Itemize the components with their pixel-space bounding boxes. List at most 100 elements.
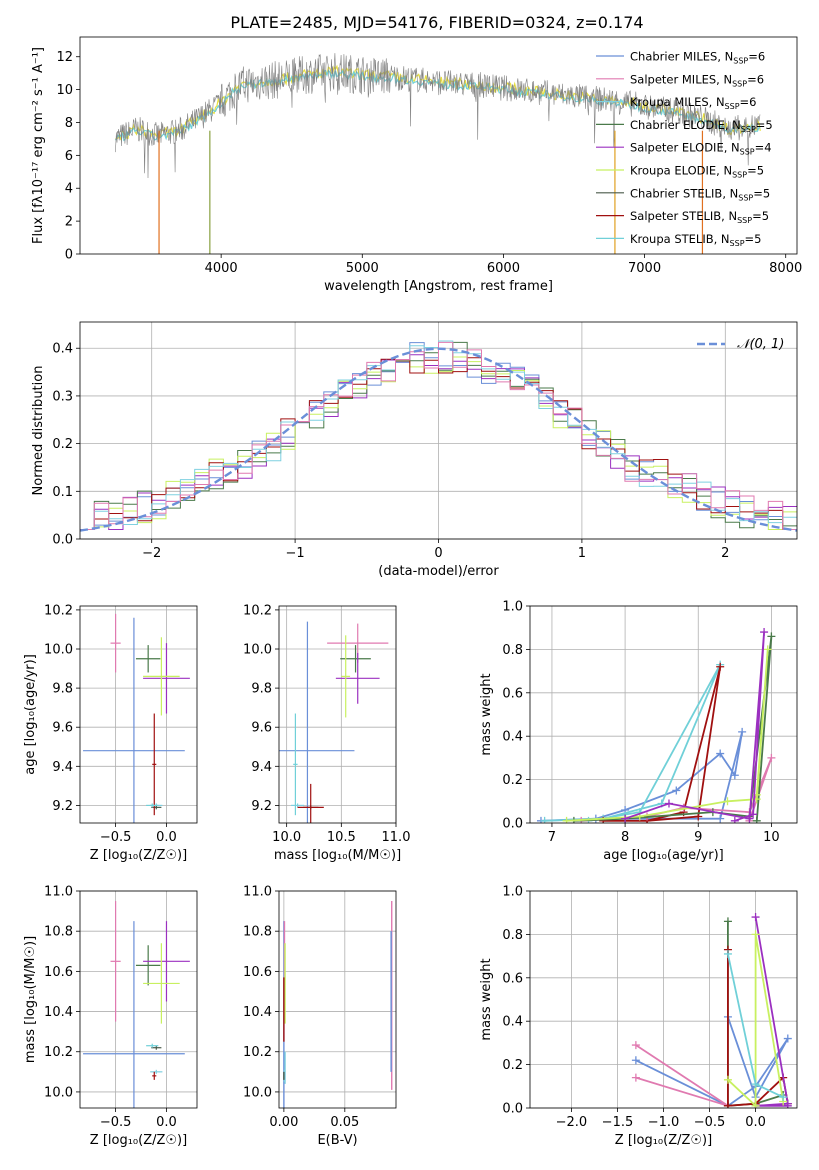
errorbar-point [104, 618, 151, 661]
weight-marker [723, 1075, 732, 1084]
x-tick-label: 0.05 [330, 1115, 359, 1130]
axes-frame [79, 890, 198, 1109]
weight-series-line [635, 1016, 789, 1107]
weight-marker [783, 1101, 792, 1108]
weight-marker [751, 930, 760, 939]
figure-title: PLATE=2485, MJD=54176, FIBERID=0324, z=0… [230, 13, 643, 32]
weight-marker [631, 1041, 640, 1050]
weight-marker [751, 1080, 760, 1089]
y-tick-label: 2 [65, 215, 73, 230]
errorbar-point [337, 622, 357, 657]
y-tick-label: 10.2 [243, 603, 272, 618]
errorbar-point [143, 943, 180, 1024]
errorbar-point [297, 783, 324, 823]
weight-series-line [544, 664, 722, 822]
x-tick-label: 2 [721, 546, 729, 561]
errorbar-point [152, 713, 157, 816]
y-tick-label: 9.4 [251, 760, 272, 775]
y-axis-label: Flux [fλ10⁻¹⁷ erg cm⁻² s⁻¹ A⁻¹] [31, 47, 46, 244]
x-tick-label: 10.0 [272, 830, 301, 845]
weight-series-line [603, 666, 722, 822]
errorbar-point [150, 1069, 163, 1074]
x-axis-label: Z [log₁₀(Z/Z☉)] [90, 848, 187, 863]
normal-curve [80, 347, 797, 532]
y-tick-label: 8 [65, 116, 73, 131]
weight-marker [730, 771, 739, 780]
weight-marker [749, 810, 758, 819]
x-tick-label: −2 [142, 546, 161, 561]
weight-marker [763, 645, 772, 654]
weight-marker [752, 816, 761, 823]
y-axis-label: mass weight [479, 958, 494, 1040]
y-tick-label: 0.4 [502, 1015, 523, 1030]
y-tick-label: 10.0 [44, 643, 73, 658]
axes-frame [529, 890, 798, 1109]
weight-marker [723, 797, 732, 806]
x-tick-label: −0.5 [100, 1115, 132, 1130]
y-tick-label: 0.0 [52, 533, 73, 548]
y-tick-label: 10.8 [243, 925, 272, 940]
errorbar-point [143, 643, 190, 714]
residuals-panel: −2 −1 0 1 2 0.0 0.1 0.2 0.3 0.4 (data-model)/error… [31, 321, 798, 579]
weight-marker [730, 816, 739, 823]
weight-marker [631, 1056, 640, 1065]
weight-marker [716, 662, 725, 671]
weight-marker [631, 1073, 640, 1082]
x-tick-label: 0.00 [269, 1115, 298, 1130]
y-axis-label: mass [log₁₀(M/M☉)] [23, 936, 38, 1063]
weight-marker [664, 799, 673, 808]
weight-marker [782, 684, 790, 692]
weight-age-panel: 7 8 9 10 0.0 0.2 0.4 0.6 0.8 1.0 age [log₁₀(age/yr… [479, 600, 798, 863]
y-axis-label: mass weight [479, 673, 494, 755]
x-axis-label: age [log₁₀(age/yr)] [603, 848, 724, 863]
y-tick-label: 10.0 [243, 643, 272, 658]
weight-marker [783, 1034, 792, 1043]
errorbar-point [135, 645, 161, 673]
y-tick-label: 10 [56, 83, 73, 98]
y-tick-label: 10.6 [44, 965, 73, 980]
y-tick-label: 0.1 [52, 485, 73, 500]
y-tick-label: 10.8 [44, 925, 73, 940]
weight-marker [716, 749, 725, 758]
weight-marker [716, 814, 725, 823]
legend-entry: Salpeter STELIB, NSSP=5 [630, 209, 769, 225]
weight-marker [723, 949, 732, 958]
errorbar-point [279, 621, 355, 823]
y-tick-label: 10.6 [243, 965, 272, 980]
weight-z-panel: −2.0 −1.5 −1.0 −0.5 0.0 0.0 0.2 0.4 0.6 0.8 1.0 Z [… [479, 885, 798, 1148]
y-tick-label: 0.8 [502, 643, 523, 658]
y-tick-label: 12 [56, 50, 73, 65]
legend-entry: Salpeter MILES, NSSP=6 [630, 72, 764, 88]
x-tick-label: 0.0 [156, 830, 177, 845]
errorbar-point [83, 921, 185, 1108]
y-tick-label: 0.4 [52, 342, 73, 357]
y-tick-label: 1.0 [502, 600, 523, 615]
mass-age-panel: 10.0 10.5 11.0 9.2 9.4 9.6 9.8 10.0 10.2 mass [lo… [243, 603, 411, 863]
z-age-panel: −0.5 0.0 9.2 9.4 9.6 9.8 10.0 10.2 Z [log₁₀(Z/Z☉… [23, 603, 198, 863]
weight-series-line [727, 934, 785, 1108]
x-tick-label: 6000 [487, 261, 520, 276]
errorbar-point [110, 613, 121, 673]
y-tick-label: 10.2 [44, 1045, 73, 1060]
y-tick-label: 9.2 [52, 799, 73, 814]
errorbar-point [341, 635, 351, 718]
y-tick-label: 10.0 [243, 1085, 272, 1100]
weight-marker [540, 816, 549, 823]
axes-frame [278, 890, 397, 1109]
errorbar-point [293, 713, 298, 816]
x-axis-label: (data-model)/error [378, 564, 499, 579]
x-tick-label: −1.5 [602, 1115, 634, 1130]
errorbar-point [83, 617, 185, 823]
x-tick-label: −1 [286, 546, 305, 561]
errorbar-point [291, 803, 305, 808]
histogram-step [80, 341, 797, 530]
axes-frame [79, 321, 798, 540]
x-tick-label: 11.0 [382, 830, 411, 845]
x-tick-label: 10.5 [327, 830, 356, 845]
legend-entry: Kroupa STELIB, NSSP=5 [630, 232, 761, 248]
y-tick-label: 10.0 [44, 1085, 73, 1100]
y-tick-label: 0.6 [502, 686, 523, 701]
x-tick-label: 1 [578, 546, 586, 561]
y-tick-label: 9.8 [251, 682, 272, 697]
y-tick-label: 0.0 [502, 1102, 523, 1117]
